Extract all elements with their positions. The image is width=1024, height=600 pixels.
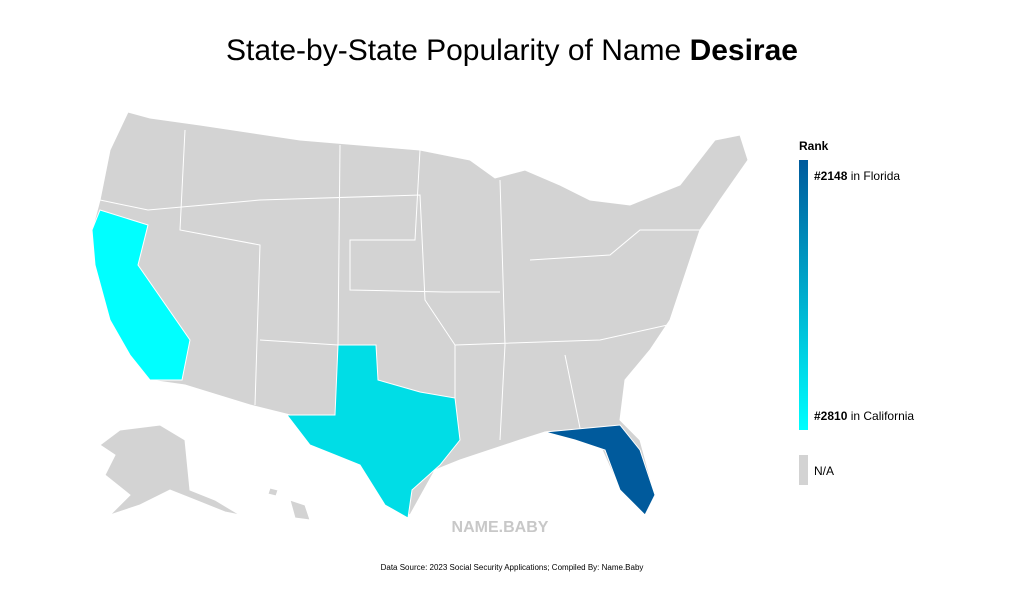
source: Data Source: 2023 Social Security Applic…: [381, 563, 644, 572]
legend-na: N/A: [814, 464, 834, 478]
state-border: [179, 129, 261, 406]
legend-max-rank: #2148: [814, 169, 848, 183]
state-border: [454, 319, 691, 346]
title: State-by-State Popularity of Name Desira…: [226, 34, 798, 67]
state-border: [499, 179, 506, 441]
state-border: [349, 149, 500, 293]
title-text: State-by-State Popularity of Name: [226, 34, 681, 67]
legend-min-rank: #2810: [814, 409, 848, 423]
california: [91, 209, 191, 381]
legend-max-state: in Florida: [851, 169, 901, 183]
legend-title: Rank: [799, 139, 829, 153]
alaska: [99, 424, 241, 516]
state-border: [529, 229, 700, 261]
us-map: [91, 111, 749, 521]
hawaii-islet: [267, 487, 279, 497]
legend-min: #2810 in California: [814, 409, 914, 423]
legend-gradient: [799, 160, 808, 430]
watermark: NAME.BABY: [452, 519, 549, 536]
state-border: [564, 354, 581, 429]
legend-na-swatch: [799, 455, 808, 485]
title-name: Desirae: [690, 34, 798, 67]
legend-min-state: in California: [851, 409, 915, 423]
florida: [544, 424, 656, 516]
legend-max: #2148 in Florida: [814, 169, 900, 183]
texas: [285, 344, 461, 519]
hawaii: [289, 499, 311, 521]
